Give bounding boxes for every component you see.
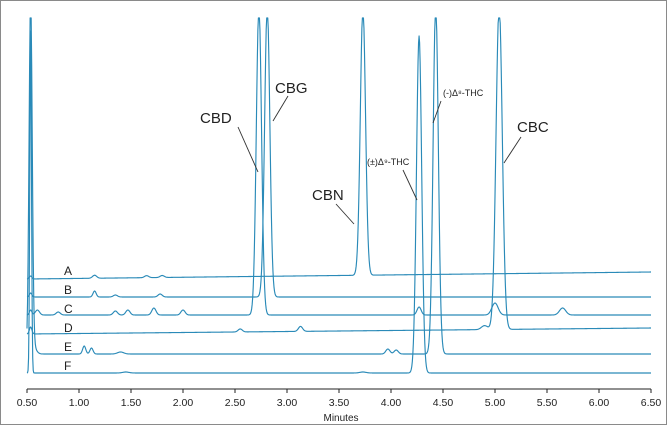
x-axis-title: Minutes (323, 413, 358, 424)
x-tick-label-5: 3.00 (277, 397, 298, 409)
trace-label-b: B (64, 283, 72, 297)
leader-d8 (432, 100, 442, 124)
x-tick-label-0: 0.50 (17, 397, 38, 409)
leader-d9 (402, 169, 418, 201)
x-tick-label-6: 3.50 (329, 397, 350, 409)
x-tick-label-1: 1.00 (69, 397, 90, 409)
trace-e (26, 17, 652, 355)
trace-label-d: D (64, 321, 73, 335)
trace-f (26, 30, 652, 374)
peak-label-cbd: CBD (200, 110, 232, 127)
x-tick-label-2: 1.50 (121, 397, 142, 409)
trace-label-a: A (64, 264, 72, 278)
x-tick-label-4: 2.50 (225, 397, 246, 409)
peak-label-cbn: CBN (312, 187, 344, 204)
peak-label-cbg: CBG (275, 80, 308, 97)
trace-label-e: E (64, 340, 72, 354)
x-tick-label-12: 6.50 (641, 397, 662, 409)
x-tick-label-7: 4.00 (381, 397, 402, 409)
peak-label-cbc: CBC (517, 119, 549, 136)
x-tick-label-9: 5.00 (485, 397, 506, 409)
leader-cbc (503, 136, 522, 164)
leader-cbd (237, 126, 259, 173)
trace-label-c: C (64, 302, 73, 316)
x-axis-ticks: 0.50 1.00 1.50 2.00 2.50 3.00 3.50 4.00 4.50 5.00… (17, 389, 662, 409)
trace-b (26, 17, 652, 298)
trace-label-f: F (64, 359, 71, 373)
peak-label-d9-thc: (±)Δ⁹-THC (367, 157, 410, 167)
peak-label-d8-thc: (-)Δ⁸-THC (443, 88, 484, 98)
trace-a (26, 17, 652, 280)
x-tick-label-10: 5.50 (537, 397, 558, 409)
leader-cbn (335, 203, 355, 225)
x-tick-label-11: 6.00 (589, 397, 610, 409)
trace-group (26, 17, 652, 374)
trace-d (26, 17, 652, 335)
leader-cbg (272, 95, 289, 122)
x-tick-label-3: 2.00 (173, 397, 194, 409)
x-tick-label-8: 4.50 (433, 397, 454, 409)
trace-c (26, 17, 652, 316)
